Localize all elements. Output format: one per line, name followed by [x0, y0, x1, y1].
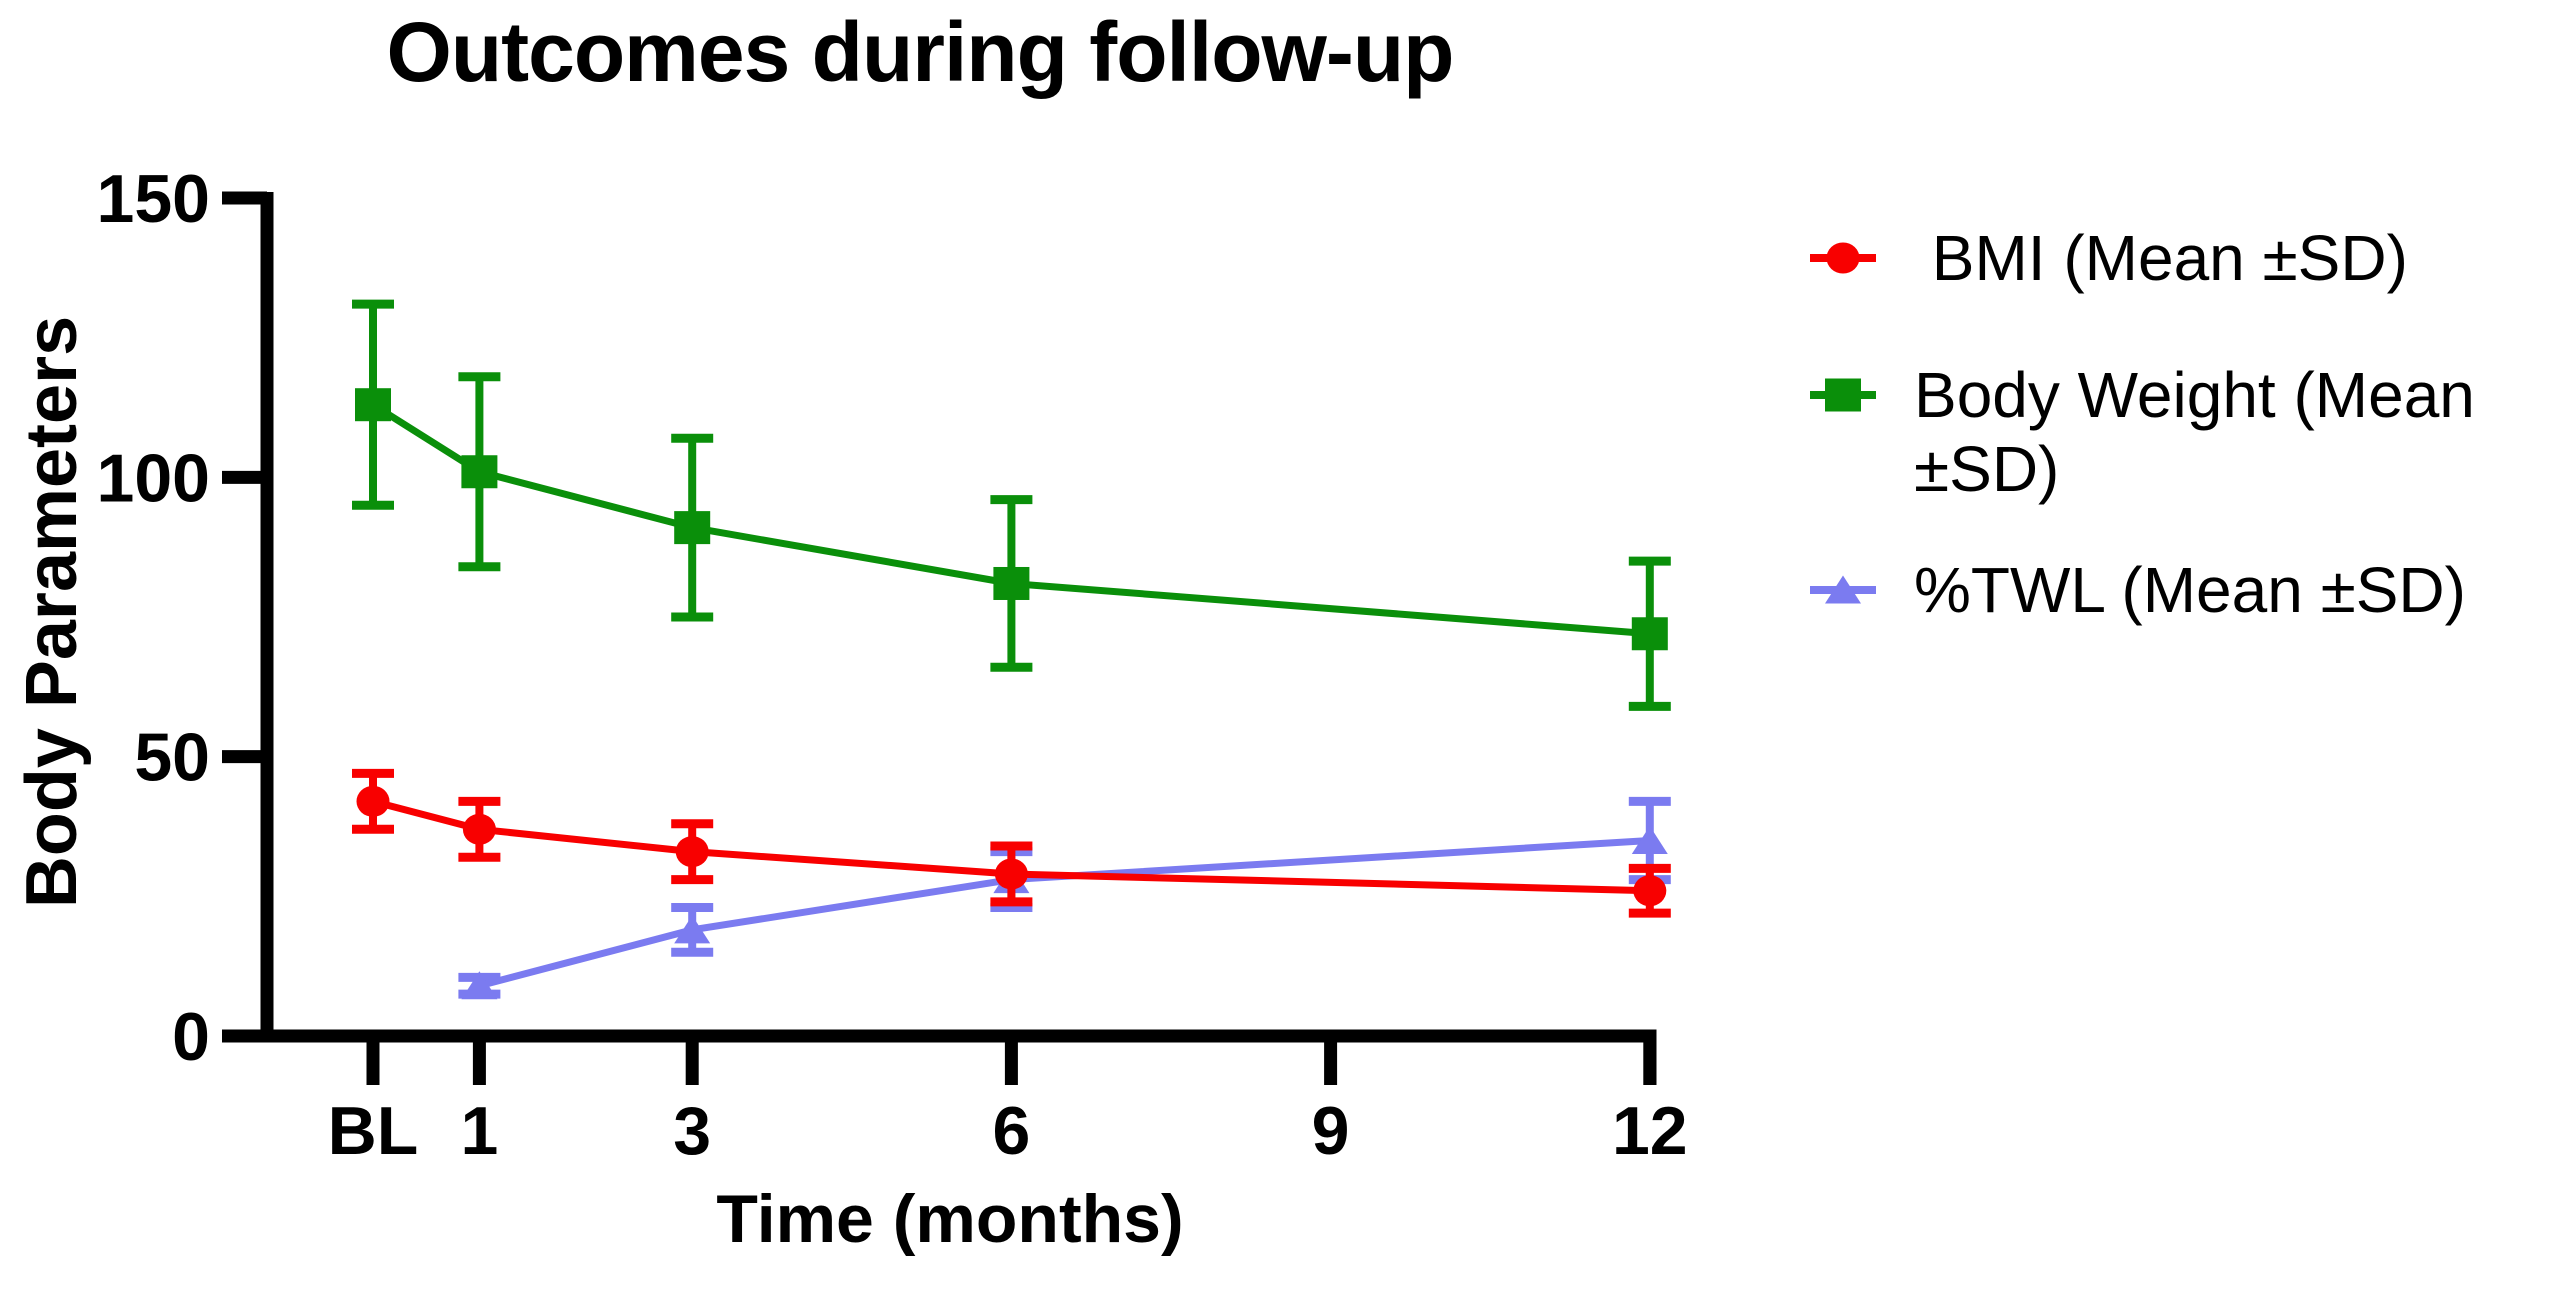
data-point-circle	[462, 813, 496, 845]
data-point-circle	[994, 858, 1028, 890]
data-point-square	[1825, 378, 1861, 412]
x-tick-label: 12	[1612, 1093, 1688, 1169]
y-tick-label: 100	[97, 440, 210, 516]
x-tick-labels: BL 1 3 6 9 12	[328, 1093, 1688, 1169]
legend-twl-triangle-icon	[1810, 575, 1876, 604]
x-tick-label: 9	[1312, 1093, 1350, 1169]
y-tick-labels: 0 50 100 150	[97, 161, 210, 1075]
data-point-circle	[1826, 242, 1860, 274]
axes	[222, 191, 1657, 1085]
legend-bmi-circle-icon	[1810, 242, 1876, 274]
data-point-triangle	[1825, 575, 1861, 604]
y-tick-label: 50	[134, 720, 210, 796]
data-point-triangle	[461, 971, 498, 1000]
data-point-circle	[675, 836, 709, 868]
x-tick-label: 6	[992, 1093, 1030, 1169]
legend-body-weight-square-icon	[1810, 378, 1876, 412]
y-tick-label: 150	[97, 161, 210, 237]
data-point-triangle	[674, 915, 711, 944]
data-point-circle	[356, 785, 390, 817]
y-tick-label: 0	[172, 999, 210, 1075]
legend-item-twl: %TWL (Mean ±SD)	[1810, 553, 2554, 627]
x-tick-label: 3	[673, 1093, 711, 1169]
chart-title: Outcomes during follow-up	[386, 5, 1455, 99]
x-tick-label: BL	[328, 1093, 419, 1169]
series-body-weight	[352, 299, 1671, 711]
x-tick-label: 1	[460, 1093, 498, 1169]
data-point-triangle	[1631, 825, 1668, 854]
data-point-square	[993, 566, 1030, 600]
series-twl	[458, 796, 1671, 1000]
data-point-square	[355, 388, 391, 422]
legend-item-body-weight: Body Weight (Mean ±SD)	[1810, 358, 2554, 506]
legend-item-bmi: BMI (Mean ±SD)	[1810, 221, 2554, 295]
x-axis	[222, 1029, 1657, 1085]
legend-marker-bmi	[1810, 236, 1876, 280]
legend-label-bmi: BMI (Mean ±SD)	[1914, 222, 2408, 294]
legend-marker-body-weight	[1810, 373, 1876, 417]
legend-label-body-weight: Body Weight (Mean ±SD)	[1914, 359, 2493, 505]
x-axis-label: Time (months)	[716, 1181, 1184, 1257]
legend-marker-twl	[1810, 568, 1876, 612]
legend-label-twl: %TWL (Mean ±SD)	[1914, 554, 2466, 626]
data-point-square	[1631, 617, 1668, 651]
data-point-circle	[1633, 875, 1667, 907]
series-line-twl	[478, 836, 1651, 990]
y-axis-label: Body Parameters	[12, 315, 92, 909]
data-point-square	[461, 455, 498, 489]
series-bmi	[352, 768, 1671, 918]
data-point-square	[674, 511, 711, 545]
